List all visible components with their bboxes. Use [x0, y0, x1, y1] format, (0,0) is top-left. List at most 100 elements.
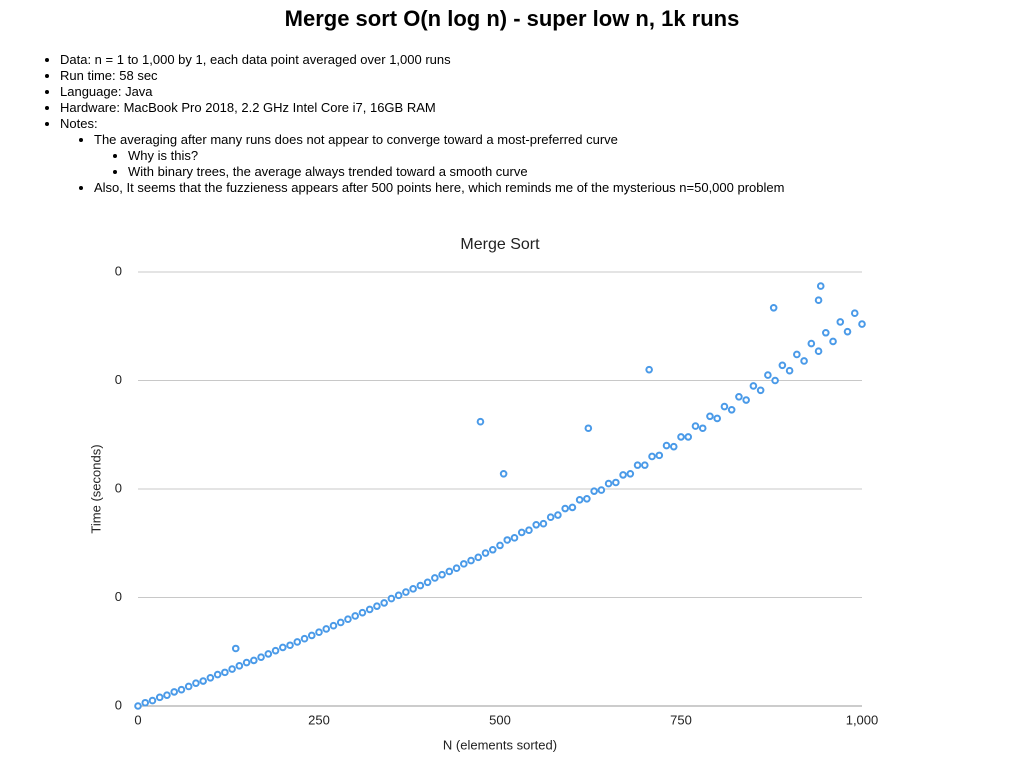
point [452, 564, 461, 573]
point [645, 365, 653, 374]
point [633, 461, 642, 469]
point [850, 309, 859, 318]
point [583, 494, 591, 503]
point [836, 318, 845, 326]
point [163, 691, 171, 699]
x-axis-label: N (elements sorted) [443, 737, 557, 752]
bullet: Also, It seems that the fuzzieness appea… [94, 180, 1004, 196]
point [510, 534, 519, 542]
point [231, 644, 240, 653]
point [221, 668, 229, 677]
point [344, 615, 352, 624]
point [764, 371, 772, 379]
point [438, 570, 446, 579]
bullet-list: Data: n = 1 to 1,000 by 1, each data poi… [44, 52, 1004, 196]
point [474, 553, 483, 562]
point [199, 677, 207, 685]
slide-title: Merge sort O(n log n) - super low n, 1k … [284, 6, 740, 31]
point [315, 628, 323, 637]
point [778, 361, 787, 370]
point [307, 631, 316, 640]
point [554, 511, 562, 519]
point [148, 696, 157, 705]
point [264, 650, 273, 658]
point [698, 424, 707, 433]
x-tick-label: 500 [489, 712, 511, 727]
point [431, 574, 439, 582]
point [184, 682, 193, 691]
point [756, 386, 765, 395]
bullet: Run time: 58 sec [60, 68, 1004, 84]
point [503, 536, 512, 544]
point [192, 679, 200, 688]
point [814, 347, 823, 356]
y-tick-label: 0 [115, 480, 122, 495]
sub-list: The averaging after many runs does not a… [60, 132, 1004, 196]
chart-title: Merge Sort [460, 236, 540, 253]
point [691, 422, 700, 430]
point [800, 357, 808, 365]
point [365, 605, 374, 614]
point [742, 396, 750, 404]
point [575, 496, 584, 504]
point [568, 503, 577, 512]
bullet-text: The averaging after many runs does not a… [94, 132, 618, 147]
point [250, 656, 258, 665]
x-tick-label: 250 [308, 712, 330, 727]
point [358, 608, 367, 617]
x-tick-label: 750 [670, 712, 692, 727]
point [684, 433, 693, 441]
sub-list: Why is this? With binary trees, the aver… [94, 148, 1004, 180]
point [590, 487, 598, 495]
point [677, 433, 685, 441]
point [416, 581, 425, 590]
point [641, 461, 649, 469]
point [807, 339, 816, 348]
point [476, 417, 485, 426]
point [539, 519, 548, 528]
point [648, 452, 656, 461]
point [394, 591, 403, 600]
point [662, 441, 671, 450]
point [604, 479, 613, 488]
point [228, 665, 236, 673]
point [293, 638, 302, 646]
point [134, 702, 142, 710]
point [749, 382, 758, 390]
point [720, 402, 729, 411]
point [373, 602, 381, 610]
point [858, 320, 866, 328]
y-tick-label: 0 [115, 263, 122, 278]
point [481, 549, 490, 557]
point [713, 414, 722, 423]
point [445, 567, 454, 576]
point [329, 621, 338, 630]
point [300, 634, 309, 643]
point [843, 327, 852, 336]
x-tick-label: 0 [134, 712, 141, 727]
point [546, 513, 555, 522]
point [409, 585, 417, 593]
point [517, 528, 526, 537]
point [170, 688, 178, 696]
point [829, 337, 837, 346]
point [279, 643, 287, 652]
point [351, 612, 360, 620]
point [785, 366, 794, 375]
point [206, 673, 215, 682]
point [584, 424, 593, 433]
point [822, 328, 830, 337]
x-tick-label: 1,000 [846, 712, 879, 727]
point [141, 698, 150, 707]
point [655, 451, 664, 460]
point [619, 471, 627, 479]
point [467, 556, 475, 565]
point [488, 545, 497, 554]
y-axis-label: Time (seconds) [88, 444, 103, 533]
point [597, 486, 606, 494]
bullet-text: Notes: [60, 116, 98, 131]
bullet: Data: n = 1 to 1,000 by 1, each data poi… [60, 52, 1004, 68]
bullet: Notes: The averaging after many runs doe… [60, 116, 1004, 196]
